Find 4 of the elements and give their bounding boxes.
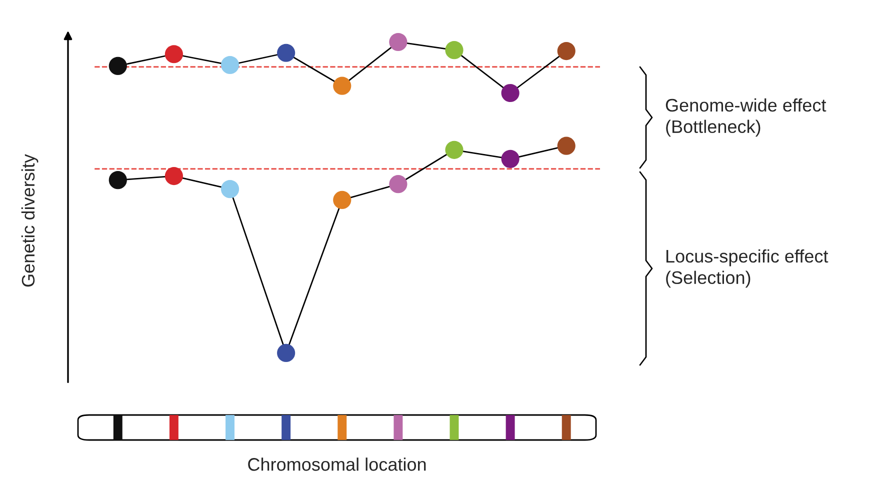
text: Genome-wide effect (Bottleneck) — [666, 98, 826, 137]
y-axis-title: Genetic diversity — [21, 154, 38, 287]
text: Locus-specific effect (Selection) — [666, 249, 828, 288]
text: Chromosomal location — [248, 458, 426, 471]
